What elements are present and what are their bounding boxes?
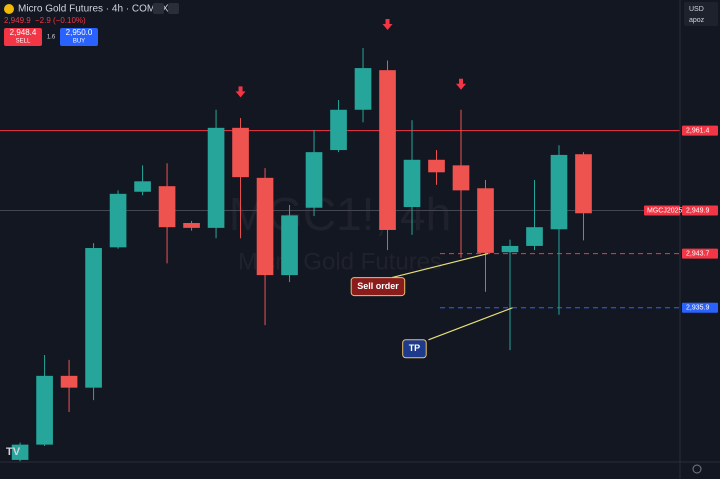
candle-body <box>183 223 200 228</box>
candle-body <box>11 444 29 460</box>
candle-body <box>36 375 53 445</box>
candle-body <box>428 159 445 173</box>
annotation-box <box>350 277 406 297</box>
candle-body <box>550 154 568 230</box>
settings-icon[interactable] <box>692 464 702 474</box>
candle-body <box>158 186 176 228</box>
flag-button[interactable] <box>153 3 164 14</box>
candle-body <box>256 177 274 276</box>
user: apoz <box>689 17 705 24</box>
header: Micro Gold Futures · 4h · COMEX 2,949.9 … <box>4 3 179 46</box>
candle-body <box>330 109 347 151</box>
chart-title[interactable]: Micro Gold Futures · 4h · COMEX <box>18 4 169 15</box>
currency: USD <box>689 6 704 13</box>
candle-body <box>354 68 372 110</box>
candle-body <box>575 154 592 214</box>
candle-body <box>232 127 249 178</box>
candle-body <box>501 245 519 253</box>
price-label: 2,961.4 <box>686 127 709 134</box>
candle-body <box>281 215 298 276</box>
symbol-tag: MGCJ2025 <box>647 207 683 214</box>
candle-body <box>526 227 543 246</box>
change: −2.9 (−0.10%) <box>35 16 86 25</box>
sell-label: SELL <box>16 39 31 45</box>
candle-body <box>477 188 494 253</box>
candle-body <box>134 181 151 192</box>
price-label-box <box>682 248 718 259</box>
price-label: 2,943.7 <box>686 250 709 257</box>
logo: TV <box>6 446 21 458</box>
price-label: 2,935.9 <box>686 305 709 312</box>
annotation-leader <box>391 252 489 279</box>
currency-box[interactable] <box>684 2 718 26</box>
signal-arrow <box>235 86 246 98</box>
buy-button[interactable] <box>60 28 98 46</box>
symbol-icon <box>4 4 14 14</box>
candle-body <box>305 152 323 208</box>
annotation-leader <box>428 307 513 341</box>
candle-body <box>85 248 102 388</box>
candle-body <box>452 165 470 191</box>
price-label: 2,949.9 <box>686 207 709 214</box>
spread: 1.6 <box>47 35 56 41</box>
buy-label: BUY <box>73 39 85 45</box>
price-label-box <box>682 302 718 313</box>
annotation-text: Sell order <box>357 281 399 291</box>
toolbar: USD apoz TV <box>6 2 718 474</box>
candle-body <box>109 193 127 248</box>
quote: 2,949.9 <box>4 16 31 25</box>
price-label-box <box>682 205 718 216</box>
candle-body <box>403 159 421 208</box>
sell-button[interactable] <box>4 28 42 46</box>
annotation-box <box>402 339 427 359</box>
symbol-tag-box <box>644 205 680 216</box>
compare-button[interactable] <box>168 3 179 14</box>
sell-price: 2,948.4 <box>10 28 37 37</box>
candle-body <box>60 375 78 388</box>
signal-arrow <box>382 19 393 31</box>
candle-body <box>207 127 225 228</box>
price-label-box <box>682 125 718 136</box>
signal-arrow <box>456 78 467 90</box>
buy-price: 2,950.0 <box>66 28 93 37</box>
annotation-text: TP <box>409 343 421 353</box>
candle-body <box>379 70 396 230</box>
